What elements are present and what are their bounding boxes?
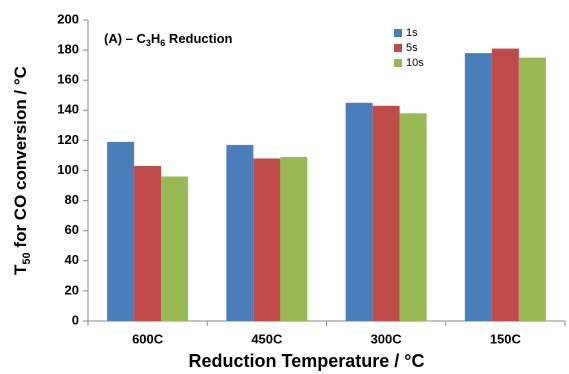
y-tick-label: 40 [65,252,79,267]
y-label-text: for CO conversion / °C [11,66,30,252]
legend-label: 5s [406,42,418,54]
bar [226,144,254,321]
bar [134,165,162,321]
y-tick-label: 60 [65,222,79,237]
annotation-text: (A) – C [104,31,147,46]
bar [399,113,427,321]
x-axis-label: Reduction Temperature / °C [189,351,425,371]
legend-swatch [394,44,402,52]
y-tick-label: 80 [65,192,79,207]
x-tick-label: 600C [132,331,164,346]
legend-label: 10s [406,57,424,69]
bar [372,105,400,321]
y-tick-label: 180 [57,42,79,57]
bar [107,141,135,321]
y-label-subscript: 50 [21,252,33,264]
bar [345,102,373,322]
y-axis-label: T50 for CO conversion / °C [11,66,32,275]
bar [464,53,492,322]
y-tick-label: 20 [65,282,79,297]
annotation-subscript: 3 [146,38,151,48]
bar [253,158,281,321]
legend-swatch [394,29,402,37]
bar [491,48,519,321]
bar [161,176,189,321]
x-tick-label: 300C [371,331,403,346]
y-tick-label: 200 [57,11,79,26]
annotation-subscript: 6 [160,38,165,48]
annotation: (A) – C3H6 Reduction [104,31,233,48]
annotation-text: Reduction [165,31,232,46]
bar [280,156,308,321]
y-tick-label: 100 [57,162,79,177]
annotation-text: H [151,31,160,46]
x-tick-label: 150C [490,331,522,346]
bar [518,57,546,321]
y-tick-label: 140 [57,102,79,117]
y-tick-label: 160 [57,72,79,87]
legend-label: 1s [406,27,418,39]
x-tick-label: 450C [251,331,283,346]
y-tick-label: 120 [57,132,79,147]
legend-swatch [394,59,402,67]
y-tick-label: 0 [72,312,79,327]
y-label-text: T [11,264,30,275]
